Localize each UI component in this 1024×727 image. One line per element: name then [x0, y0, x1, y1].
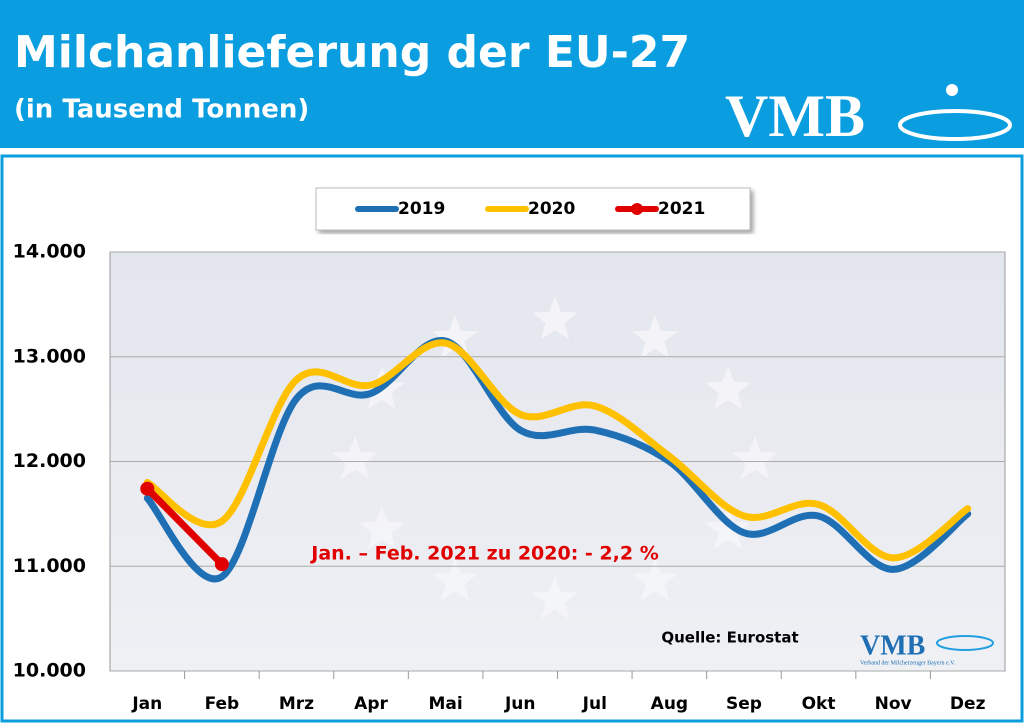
x-tick-label: Feb	[205, 694, 240, 714]
logo-swirl	[898, 109, 1012, 141]
x-tick-label: Nov	[875, 694, 912, 714]
series-line	[143, 337, 972, 583]
x-tick-label: Apr	[354, 694, 388, 714]
plot-logo: VMB	[860, 630, 925, 661]
star	[332, 436, 378, 480]
header-band	[0, 0, 1024, 148]
star	[532, 296, 578, 340]
star	[432, 314, 478, 359]
subtitle: (in Tausend Tonnen)	[14, 95, 309, 125]
star	[705, 506, 751, 550]
y-tick-label: 14.000	[13, 241, 86, 263]
y-tick-label: 10.000	[13, 660, 86, 682]
star	[732, 436, 778, 480]
y-tick-label: 12.000	[13, 450, 86, 472]
point	[140, 481, 155, 496]
source: Quelle: Eurostat	[661, 629, 798, 647]
legend-marker	[631, 203, 643, 215]
x-tick-label: Jan	[131, 694, 162, 714]
star	[705, 366, 751, 410]
annotation: Jan. – Feb. 2021 zu 2020: - 2,2 %	[309, 543, 659, 565]
star	[632, 314, 678, 359]
star	[532, 576, 578, 620]
point	[214, 557, 229, 572]
x-tick-label: Sep	[726, 694, 762, 714]
x-tick-label: Aug	[651, 694, 688, 714]
legend-label: 2020	[528, 199, 575, 219]
star	[632, 557, 678, 601]
grid: 10.000 11.000 12.000 13.000 14.000 Jan Feb Mrz A…	[13, 241, 1005, 714]
x-tick-label: Jul	[582, 694, 607, 714]
x-tick-label: Okt	[802, 694, 836, 714]
legend-label: 2021	[658, 199, 705, 219]
plot-logo-swirl	[936, 635, 994, 651]
y-tick-label: 13.000	[13, 345, 86, 367]
x-tick-label: Mai	[429, 694, 463, 714]
star	[359, 506, 405, 550]
header-logo: VMB	[725, 83, 865, 149]
series-line	[143, 339, 972, 562]
y-tick-label: 11.000	[13, 555, 86, 577]
x-tick-label: Jun	[504, 694, 536, 714]
legend-label: 2019	[398, 199, 445, 219]
logo-dot	[946, 84, 958, 96]
x-tick-label: Dez	[950, 694, 986, 714]
plot-logo-subtitle: Verband der Milcherzeuger Bayern e.V.	[860, 660, 956, 666]
x-tick-label: Mrz	[279, 694, 314, 714]
series	[140, 337, 972, 583]
star	[432, 557, 478, 601]
title: Milchanlieferung der EU-27	[14, 27, 690, 78]
